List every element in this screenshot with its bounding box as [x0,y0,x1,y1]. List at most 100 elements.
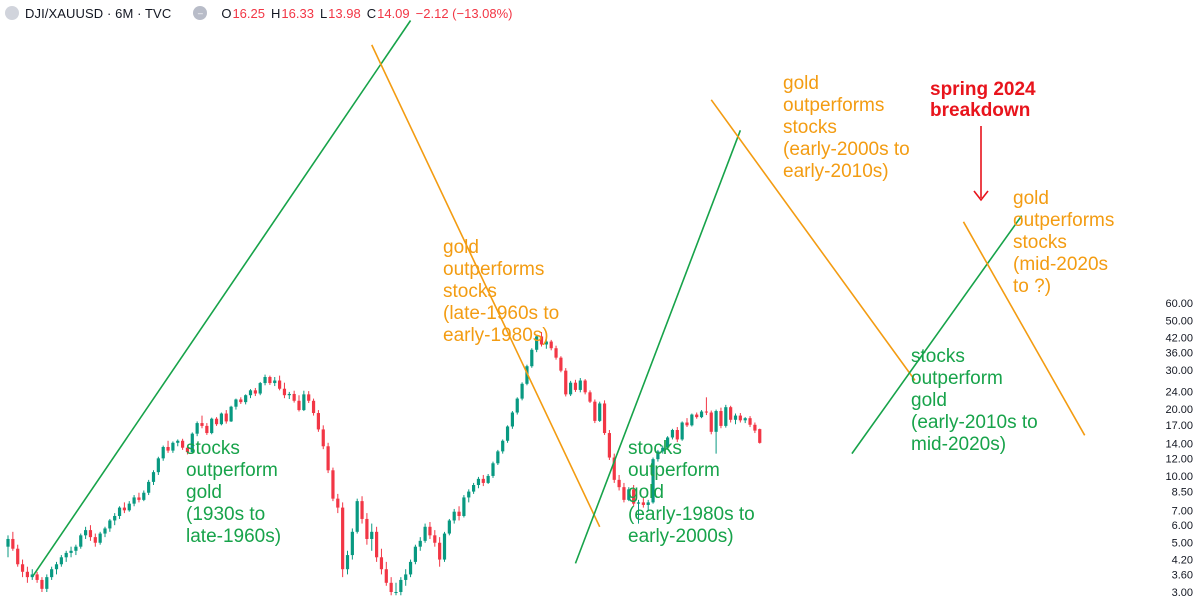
candle-body [244,395,248,403]
candle-body [704,411,708,413]
candle-body [181,440,185,448]
candle-body [263,376,267,384]
candle [88,525,93,541]
candle [675,427,679,443]
candle [321,425,325,450]
candle-body [30,574,34,578]
candle-body [457,511,461,516]
candle [171,441,175,453]
candle [156,456,160,475]
candle-body [472,485,476,492]
candle [273,376,277,387]
symbol-title[interactable]: DJI/XAUUSD · 6M · TVC [25,5,172,21]
candle-body [132,497,136,504]
candle-body [602,403,607,434]
candle-body [699,411,704,418]
candle [248,389,253,399]
annotation-spring-2024: spring 2024 breakdown [930,79,1036,121]
annotation-stocks-1980s: stocks outperform gold (early-1980s to e… [628,438,755,547]
candle [379,548,384,575]
y-tick-label: 3.60 [1172,569,1193,581]
close-label: C [366,5,377,21]
candle [142,490,146,502]
candle [622,482,626,503]
candle-body [11,538,15,549]
candle [699,410,704,419]
candle [370,523,374,551]
candle-body [268,376,272,384]
candle [210,417,214,435]
candle [244,394,248,405]
market-status-icon[interactable]: – [193,6,208,20]
candle-body [103,528,107,534]
candle-body [447,520,451,534]
trendlines [32,20,1086,577]
candle-body [481,478,485,483]
candle-body [384,569,388,583]
candle [544,337,548,349]
candle [137,492,141,503]
candle [539,331,544,347]
candle-body [316,413,320,430]
candle [307,391,311,404]
candle-body [292,393,296,401]
candle-body [564,370,568,395]
candle-body [282,388,287,396]
candle [375,526,379,562]
annotation-gold-1960s: gold outperforms stocks (late-1960s to e… [443,237,560,346]
candle-body [651,459,655,503]
candle-body [350,531,354,556]
candle [496,449,500,465]
candle [583,379,587,395]
open-label: O [221,5,232,21]
candle [394,582,398,596]
candle [588,390,592,404]
candle [418,537,422,551]
candle [476,476,481,489]
candle-body [646,502,650,505]
candle [205,423,209,435]
candle [486,474,490,484]
candle-body [399,579,403,592]
candle-body [258,383,262,394]
candle [224,410,228,424]
candle-body [685,422,689,426]
candle-body [151,472,156,482]
candle-body [438,542,442,560]
candle-body [6,538,10,547]
candle [98,531,102,545]
candle-body [709,412,713,432]
y-tick-label: 60.00 [1165,298,1193,310]
candle-body [79,535,83,547]
candle-body [147,481,151,493]
candle-body [234,399,238,407]
candle-body [622,487,626,500]
candle-body [214,418,219,425]
candle [515,397,519,415]
candle [181,438,185,450]
orange-trendline [710,99,916,381]
candle-body [239,399,243,403]
candle-body [467,491,471,498]
candle [389,577,393,596]
candle-body [413,546,417,562]
candle [355,498,359,534]
candle [651,457,655,504]
candle-body [321,429,325,447]
candle [758,428,762,444]
candle-body [496,451,500,464]
candle [190,432,194,453]
candle [35,571,39,583]
annotation-gold-2020s: gold outperforms stocks (mid-2020s to ?) [1013,188,1115,297]
candle [501,439,505,454]
candle [695,412,699,419]
candle-body [16,548,20,565]
candle [25,566,29,583]
candle [661,445,665,454]
y-tick-label: 50.00 [1165,316,1193,328]
candle [535,335,539,353]
candle-body [20,564,25,572]
candle [733,413,738,425]
candle [438,537,442,567]
